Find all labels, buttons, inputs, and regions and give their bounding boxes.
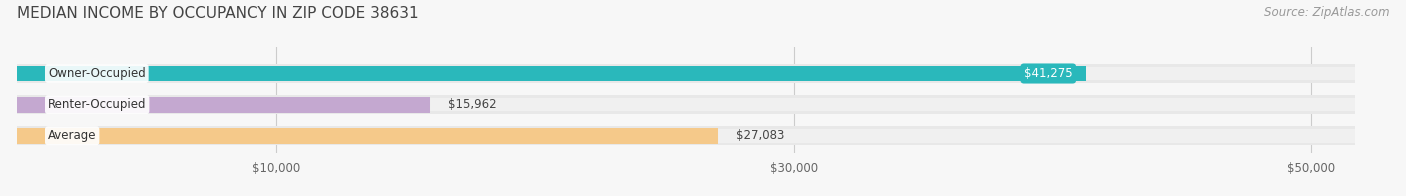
Text: Renter-Occupied: Renter-Occupied [48, 98, 146, 111]
Bar [17, 66, 1085, 81]
Bar [17, 95, 1355, 114]
Bar [17, 129, 1355, 142]
Text: Source: ZipAtlas.com: Source: ZipAtlas.com [1264, 6, 1389, 19]
Text: Average: Average [48, 129, 97, 142]
Bar [17, 128, 718, 144]
Bar [17, 126, 1355, 145]
Bar [17, 67, 1355, 80]
Bar [17, 97, 430, 113]
Text: Owner-Occupied: Owner-Occupied [48, 67, 146, 80]
Text: $41,275: $41,275 [1024, 67, 1073, 80]
Text: MEDIAN INCOME BY OCCUPANCY IN ZIP CODE 38631: MEDIAN INCOME BY OCCUPANCY IN ZIP CODE 3… [17, 6, 419, 21]
Text: $15,962: $15,962 [449, 98, 496, 111]
Bar [17, 64, 1355, 83]
Text: $27,083: $27,083 [737, 129, 785, 142]
Bar [17, 98, 1355, 111]
